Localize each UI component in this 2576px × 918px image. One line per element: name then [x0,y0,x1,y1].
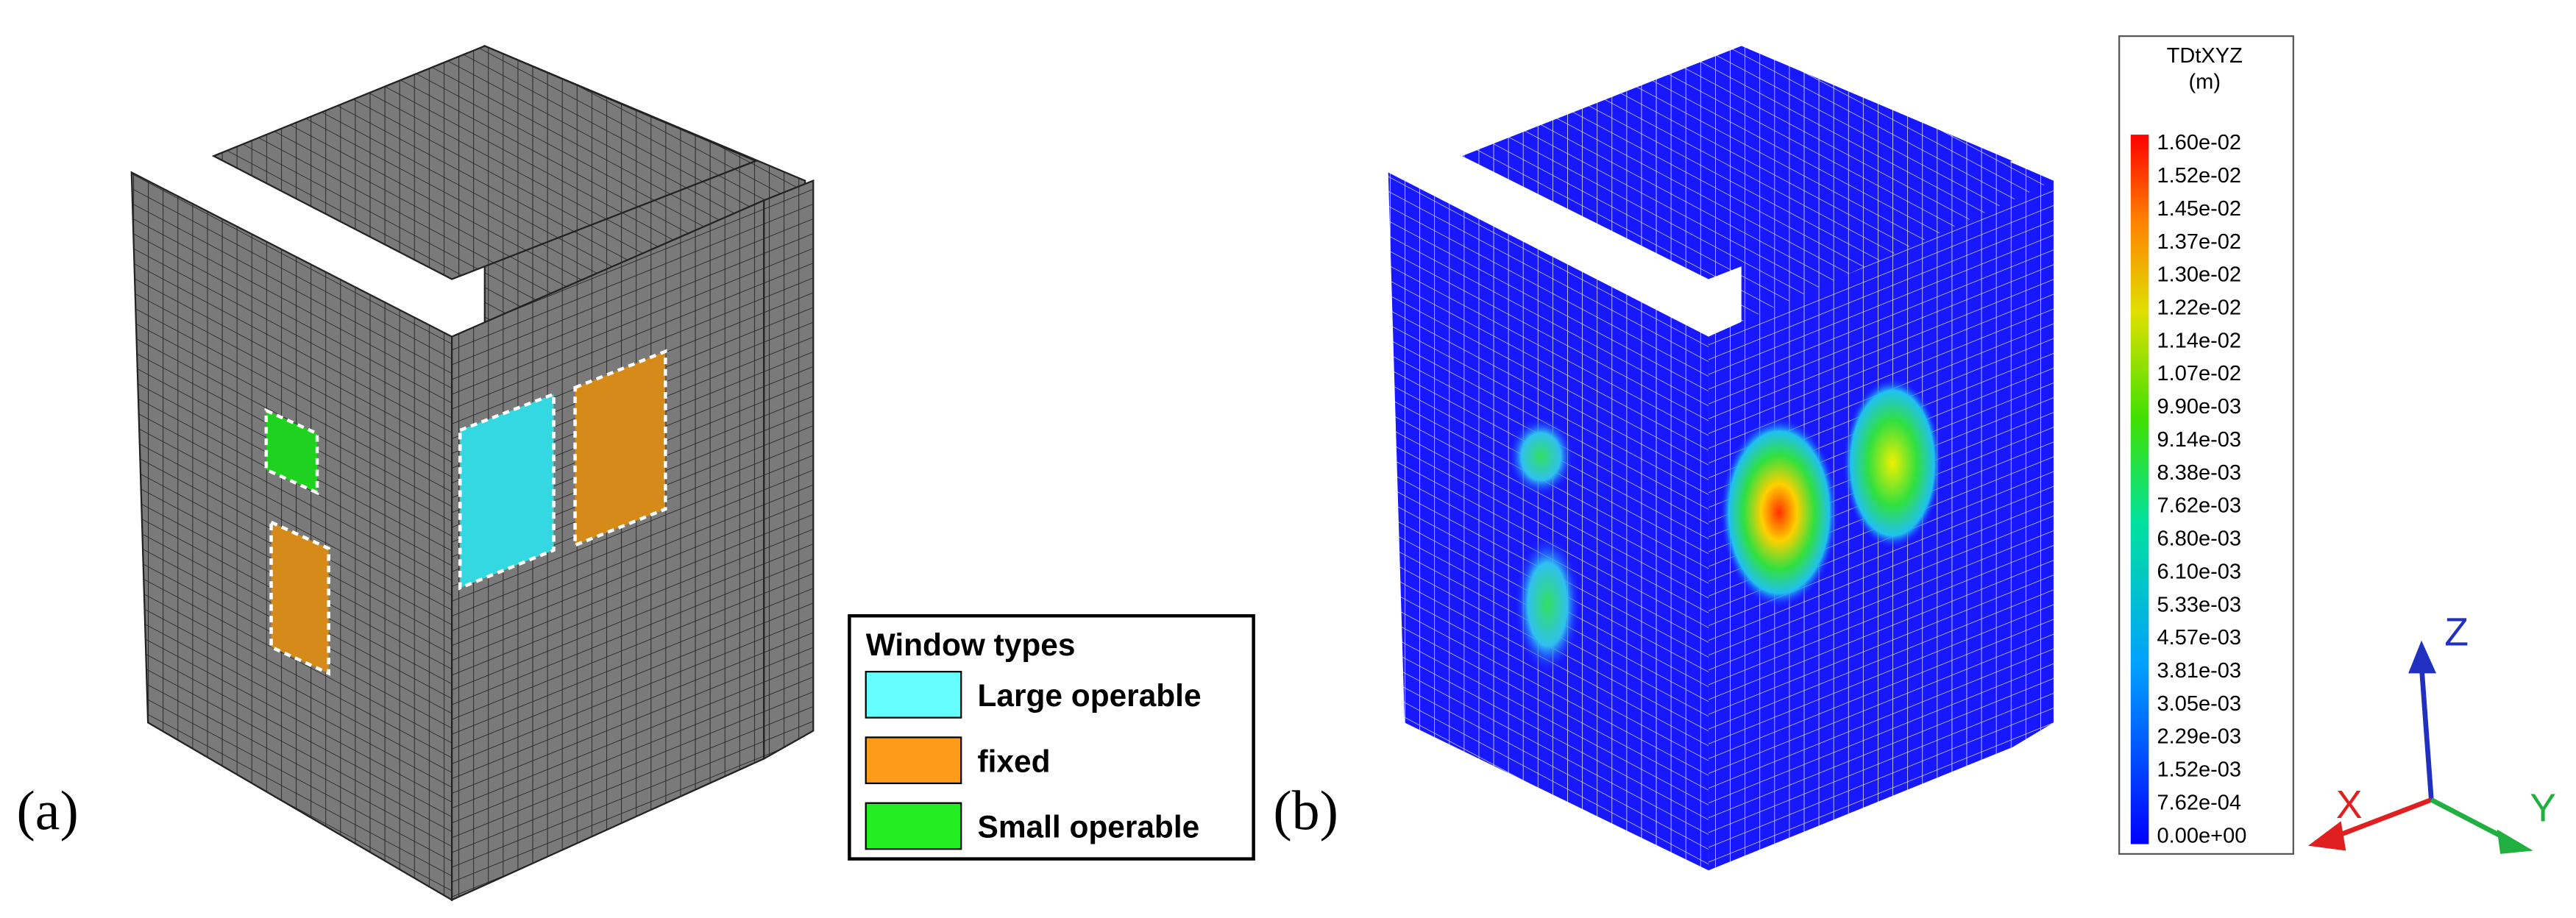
colorbar-label: 7.62e-04 [2157,791,2242,814]
axis-label: Y [2530,786,2556,830]
legend-entry: Small operable [978,810,1200,844]
colorbar-label: 7.62e-03 [2157,494,2242,518]
colorbar-label: 3.81e-03 [2157,659,2242,683]
colorbar-gradient [2130,135,2149,844]
colorbar-label: 0.00e+00 [2157,824,2247,847]
axis-triad: Z X Y [2307,610,2556,854]
colorbar-label: 5.33e-03 [2157,593,2242,616]
panel-label: (b) [1273,780,1338,842]
colorbar-title: TDtXYZ [2167,44,2243,68]
colorbar-label: 1.37e-02 [2157,230,2242,254]
legend-entry: fixed [978,744,1051,778]
legend-swatch [865,671,962,719]
legend-swatch [865,736,962,785]
colorbar: TDtXYZ (m) 1.60e-02 1.52e-02 1.45e-02 1.37e… [2118,35,2294,855]
colorbar-label: 1.52e-03 [2157,758,2242,782]
axis-label: Z [2444,610,2469,654]
colorbar-label: 6.10e-03 [2157,560,2242,583]
mesh-model-b [1388,46,2054,871]
colorbar-label: 1.30e-02 [2157,263,2242,287]
legend-title: Window types [866,627,1076,662]
legend-entry: Large operable [978,678,1202,713]
colorbar-label: 4.57e-03 [2157,626,2242,650]
colorbar-label: 1.22e-02 [2157,296,2242,319]
axis-label: X [2336,783,2363,827]
legend-swatch [865,802,962,850]
colorbar-label: 1.14e-02 [2157,329,2242,352]
colorbar-label: 1.52e-02 [2157,164,2242,188]
colorbar-label: 9.90e-03 [2157,395,2242,419]
colorbar-label: 9.14e-03 [2157,428,2242,452]
colorbar-label: 3.05e-03 [2157,692,2242,716]
colorbar-label: 1.45e-02 [2157,197,2242,221]
colorbar-label: 1.60e-02 [2157,131,2242,154]
colorbar-label: 6.80e-03 [2157,527,2242,551]
colorbar-label: 8.38e-03 [2157,461,2242,485]
legend: Window types Large operable fixed Small … [848,613,1255,861]
mesh-model-a [130,44,815,902]
colorbar-label: 1.07e-02 [2157,362,2242,385]
panel-label: (a) [17,780,79,842]
colorbar-label: 2.29e-03 [2157,725,2242,749]
colorbar-unit: (m) [2189,71,2221,94]
